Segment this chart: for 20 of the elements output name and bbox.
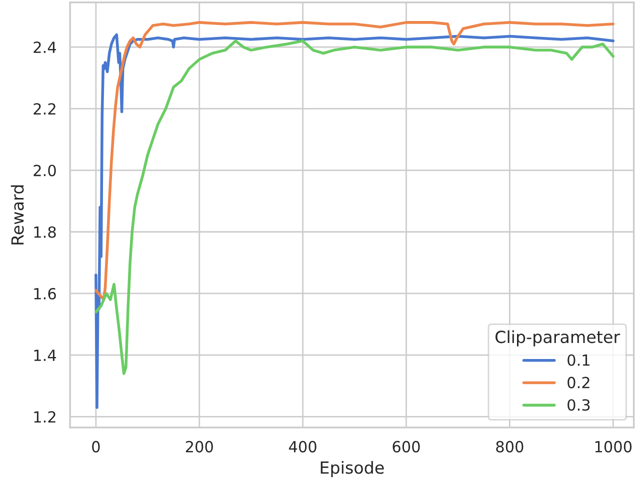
y-tick-label: 2.2 — [34, 103, 56, 114]
legend-title: Clip-parameter — [496, 330, 620, 346]
y-tick-label: 1.6 — [34, 288, 56, 300]
line-series — [94, 21, 615, 302]
y-tick-label: 1.2 — [34, 411, 56, 422]
x-tick-label: 800 — [496, 440, 524, 452]
y-axis-title: Reward — [10, 185, 24, 244]
x-tick-label: 400 — [288, 440, 316, 452]
x-tick-label: 600 — [392, 440, 420, 452]
x-tick-label: 1000 — [595, 440, 632, 452]
x-tick-label: 0 — [92, 440, 100, 452]
legend-label: 0.2 — [568, 376, 590, 388]
y-tick-label: 2.0 — [34, 164, 56, 176]
y-tick-label: 1.8 — [34, 226, 56, 238]
y-tick-label: 2.4 — [34, 42, 56, 53]
legend-label: 0.3 — [568, 399, 590, 411]
y-tick-label: 1.4 — [34, 350, 56, 361]
legend-label: 0.1 — [568, 354, 590, 366]
x-tick-label: 200 — [186, 440, 213, 452]
x-axis-title: Episode — [320, 460, 384, 478]
